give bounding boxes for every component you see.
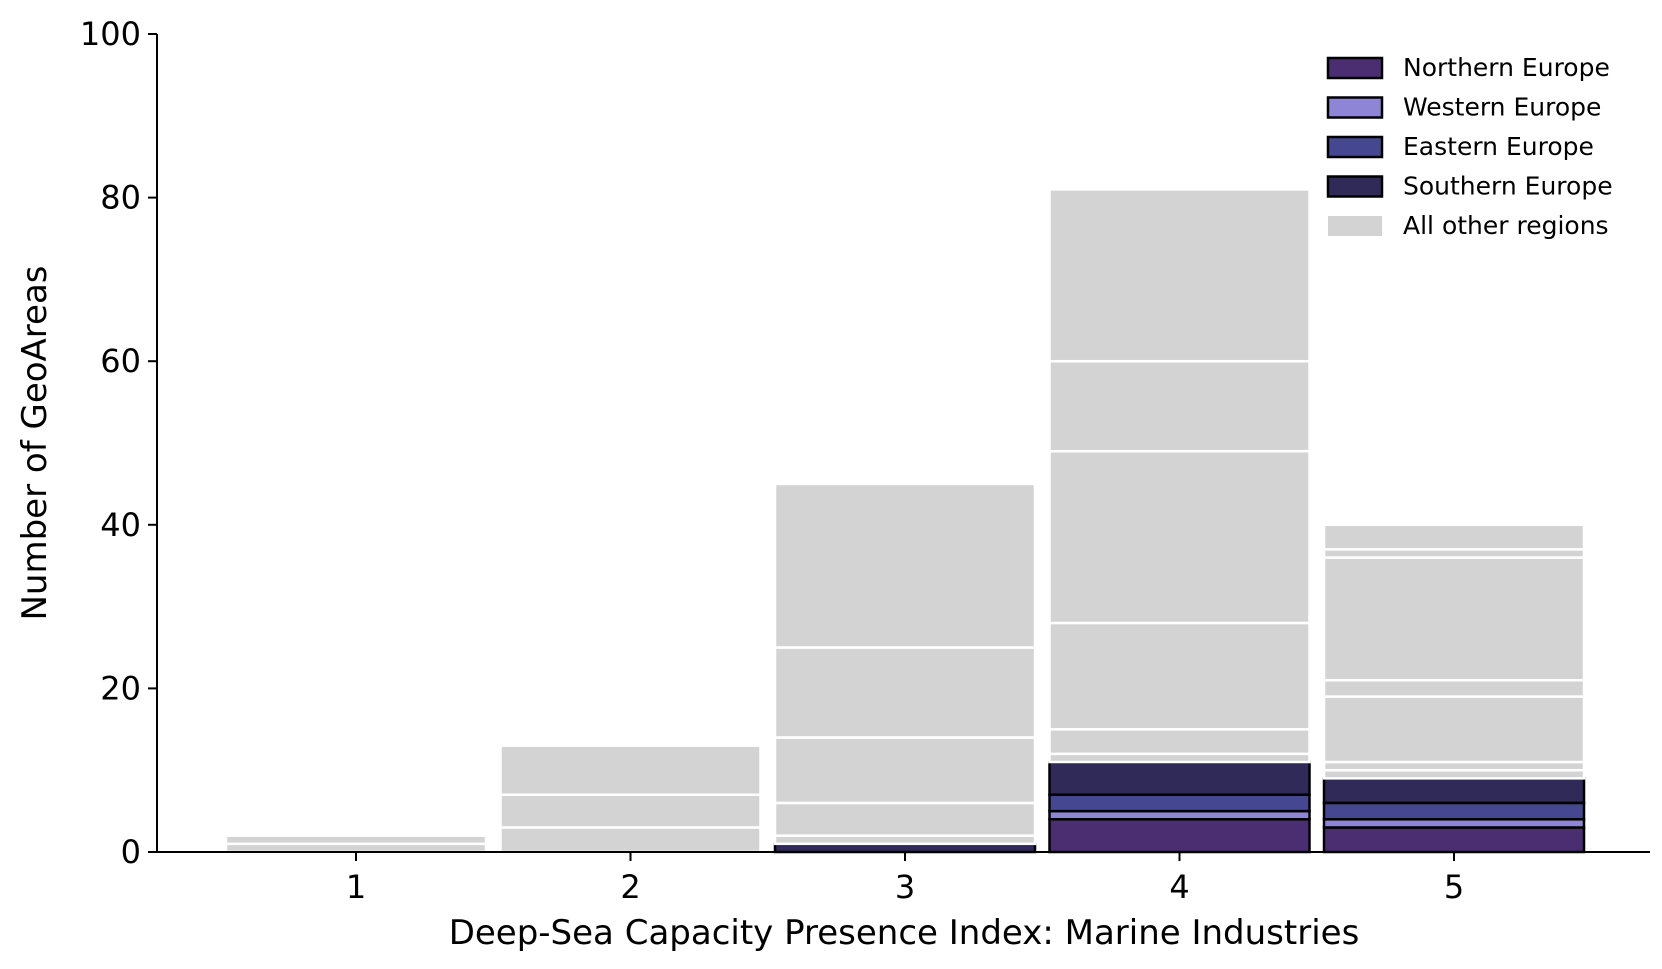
bar-other-regions-4-seg4 (1048, 359, 1311, 453)
x-axis-label: Deep-Sea Capacity Presence Index: Marine… (449, 913, 1360, 953)
y-tick-label: 80 (100, 179, 141, 217)
x-tick-label: 1 (346, 868, 366, 906)
bar-northern-europe-4 (1048, 818, 1311, 854)
bar-other-regions-5-seg2 (1322, 695, 1586, 764)
legend-swatch (1326, 135, 1384, 159)
legend-swatch (1326, 96, 1384, 119)
y-axis-label: Number of GeoAreas (15, 266, 55, 621)
legend-label: Eastern Europe (1403, 132, 1594, 161)
x-tick-label: 5 (1444, 868, 1464, 906)
y-tick-label: 40 (100, 506, 141, 544)
legend-label: All other regions (1403, 211, 1609, 240)
bar-eastern-europe-5 (1322, 801, 1586, 821)
legend-label: Western Europe (1403, 93, 1601, 122)
bar-southern-europe-4 (1048, 760, 1311, 796)
x-tick-label: 4 (1169, 868, 1189, 906)
legend: Northern Europe Western Europe Eastern Eur… (1326, 53, 1613, 240)
y-tick-label: 20 (100, 669, 141, 707)
bar-other-regions-2-seg1 (499, 793, 762, 829)
bar-other-regions-4-seg2 (1048, 621, 1311, 731)
bars-layer (224, 188, 1586, 854)
y-tick-label: 60 (100, 342, 141, 380)
bar-other-regions-3-seg2 (773, 736, 1037, 805)
bar-other-regions-1-seg1 (224, 834, 488, 846)
bar-other-regions-5-seg4 (1322, 556, 1586, 682)
legend-swatch (1328, 216, 1382, 236)
legend-swatch (1326, 56, 1384, 80)
y-tick-label: 0 (121, 833, 141, 871)
bar-other-regions-4-seg3 (1048, 449, 1311, 625)
legend-label: Southern Europe (1403, 172, 1613, 201)
legend-swatch (1326, 175, 1384, 198)
bar-northern-europe-5 (1322, 826, 1586, 854)
bar-other-regions-2-seg2 (499, 744, 762, 796)
bar-other-regions-3-seg3 (773, 646, 1037, 739)
bar-other-regions-2-seg0 (499, 826, 762, 854)
bar-other-regions-3-seg1 (773, 801, 1037, 837)
x-tick-label: 2 (620, 868, 640, 906)
bar-other-regions-5-seg3 (1322, 678, 1586, 698)
bar-other-regions-4-seg1 (1048, 728, 1311, 756)
ticks-layer: 0 20 40 60 80 100 1 2 3 4 5 (80, 15, 1464, 906)
bar-other-regions-5-seg6 (1322, 523, 1586, 551)
x-tick-label: 3 (895, 868, 915, 906)
bar-other-regions-3-seg4 (773, 482, 1037, 649)
bar-other-regions-4-seg5 (1048, 188, 1311, 363)
legend-label: Northern Europe (1403, 53, 1610, 82)
bar-eastern-europe-4 (1048, 793, 1311, 813)
axes-layer (156, 34, 1650, 853)
bar-southern-europe-5 (1322, 777, 1586, 805)
y-tick-label: 100 (80, 15, 141, 53)
